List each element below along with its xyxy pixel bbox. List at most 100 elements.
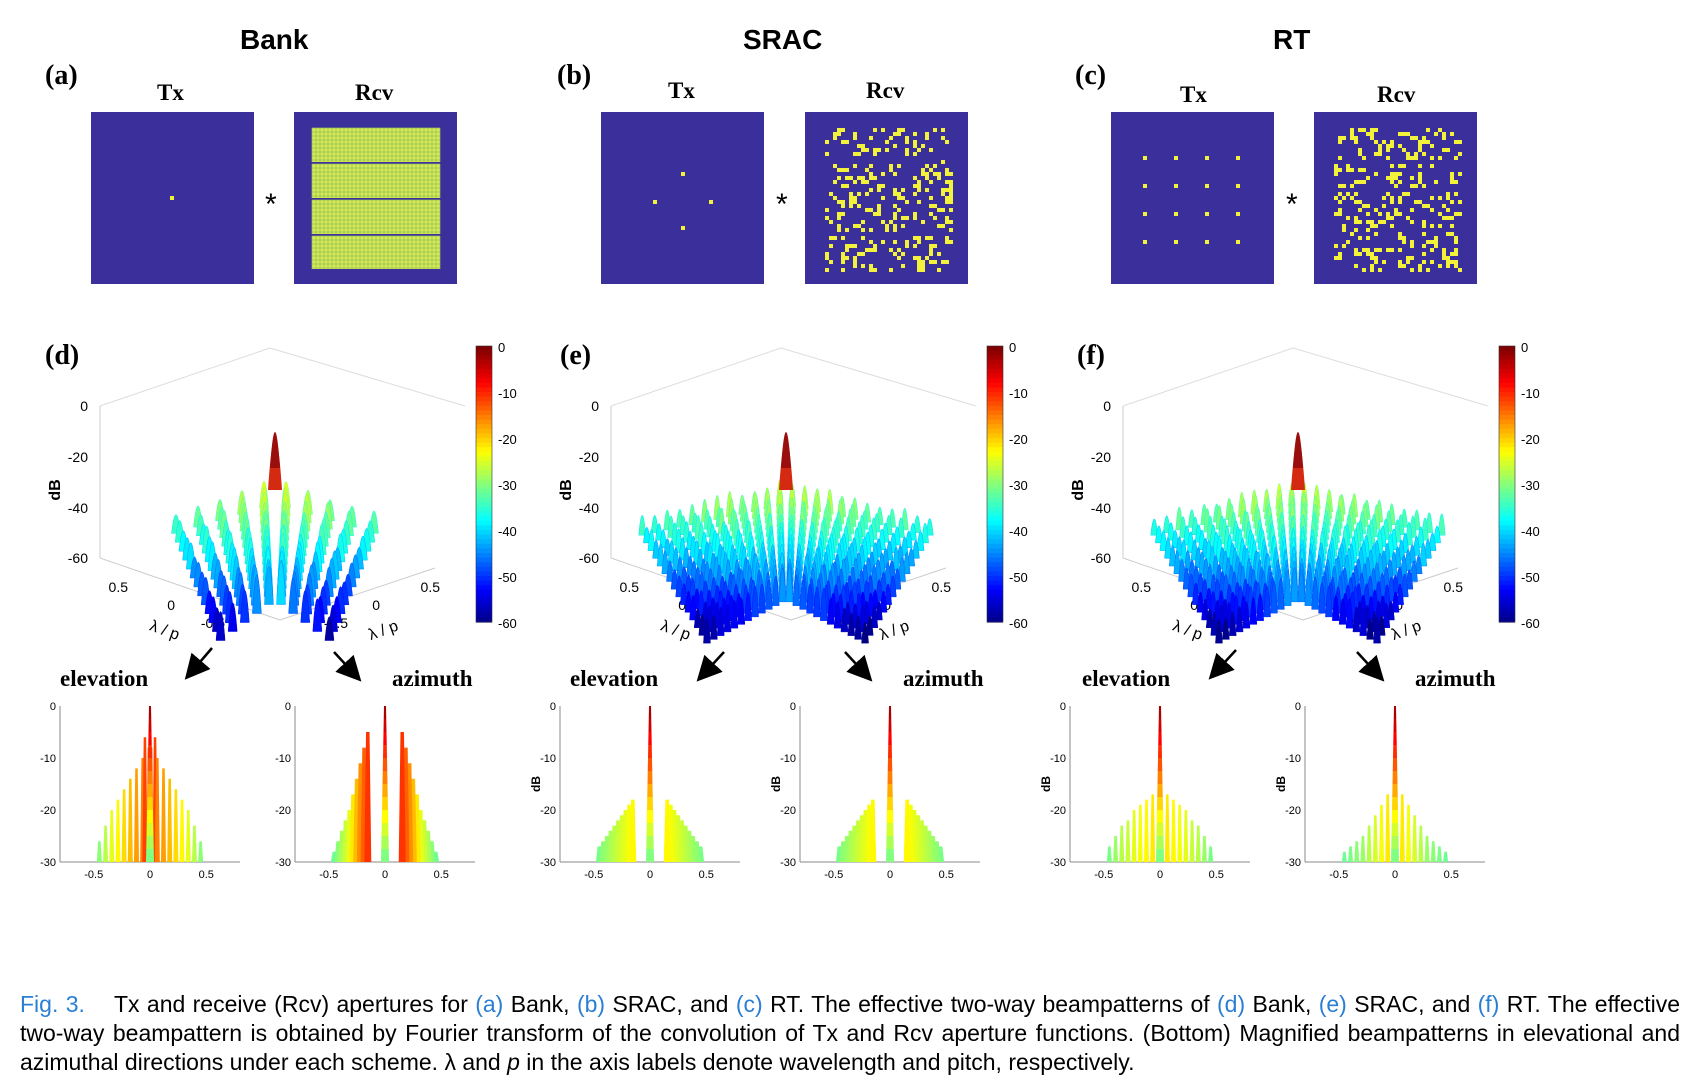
side-lobe [1195, 825, 1201, 862]
rcv-element [893, 188, 897, 192]
z-axis-label: dB [558, 479, 575, 500]
rcv-element [1358, 220, 1362, 224]
side-lobe [869, 799, 877, 862]
x-tick-label: 0.5 [1132, 579, 1152, 595]
caption-ref-e[interactable]: (e) [1318, 991, 1347, 1017]
caption-ref-c[interactable]: (c) [735, 991, 763, 1017]
rcv-element [853, 136, 857, 140]
caption-ref-a[interactable]: (a) [475, 991, 504, 1017]
convolution-symbol-rt: * [1286, 188, 1298, 221]
rcv-element [1354, 228, 1358, 232]
y-axis-label: dB [1039, 776, 1053, 792]
rcv-label-srac: Rcv [866, 78, 905, 103]
rcv-element [945, 220, 949, 224]
rcv-element [1438, 128, 1442, 132]
colorbar-frame [986, 345, 1004, 623]
colorbar-segment [1499, 576, 1515, 582]
colorbar-segment [476, 562, 492, 568]
main-lobe [147, 771, 153, 784]
main-lobe [1391, 810, 1399, 823]
surface-lobe [1318, 582, 1326, 614]
rcv-element [1342, 196, 1346, 200]
y-tick-label: 0 [550, 701, 556, 713]
rcv-element [1442, 148, 1446, 152]
rcv-element [1410, 244, 1414, 248]
colorbar-segment [1499, 497, 1515, 503]
rcv-element [1454, 264, 1458, 268]
colorbar-segment [987, 346, 1003, 352]
colorbar-segment [987, 608, 1003, 614]
colorbar-segment [476, 585, 492, 591]
rcv-element [873, 248, 877, 252]
rcv-element [833, 236, 837, 240]
tx-element [681, 226, 685, 230]
surface-lobe [710, 615, 718, 640]
rcv-element [849, 200, 853, 204]
x-tick-label: 0 [147, 869, 153, 881]
rcv-element [1438, 156, 1442, 160]
surface-lobe [1325, 585, 1333, 618]
rcv-element [1454, 260, 1458, 264]
rcv-element [1338, 136, 1342, 140]
main-lobe [887, 758, 893, 771]
rcv-element [1438, 212, 1442, 216]
panel-label-a: (a) [45, 60, 78, 91]
surface-lobe [264, 566, 274, 605]
rcv-element [1402, 264, 1406, 268]
rcv-element [861, 236, 865, 240]
main-lobe [148, 732, 152, 745]
caption-ref-f[interactable]: (f) [1477, 991, 1500, 1017]
rcv-element [1350, 128, 1354, 132]
figure-caption: Fig. 3. Tx and receive (Rcv) apertures f… [20, 990, 1680, 1077]
colorbar-tick-label: -40 [1009, 524, 1028, 539]
colorbar-segment [987, 497, 1003, 503]
rcv-element [825, 152, 829, 156]
rcv-element [873, 268, 877, 272]
rcv-element [1446, 256, 1450, 260]
rcv-element [1410, 208, 1414, 212]
colorbar-segment [987, 465, 1003, 471]
colorbar-tick-label: 0 [1521, 340, 1528, 355]
rcv-element [917, 260, 921, 264]
rcv-element [1358, 148, 1362, 152]
surface-lobe [751, 585, 759, 618]
colorbar-segment [1499, 530, 1515, 536]
azimuth-label-srac: azimuth [903, 666, 984, 691]
main-lobe [383, 745, 387, 758]
colorbar-segment [987, 419, 1003, 425]
main-lobe [1157, 784, 1163, 797]
surface-lobe [1410, 560, 1418, 582]
main-lobe-tip [1293, 432, 1303, 468]
rcv-element [833, 132, 837, 136]
y-tick-label: 0.5 [1444, 579, 1464, 595]
rcv-element [1382, 140, 1386, 144]
colorbar-tick-label: -30 [498, 478, 517, 493]
surface-lobe [1215, 619, 1223, 644]
caption-ref-b[interactable]: (b) [576, 991, 606, 1017]
rcv-element [881, 196, 885, 200]
colorbar-segment [1499, 507, 1515, 513]
colorbar-segment [476, 617, 492, 623]
panel-label-d: (d) [45, 340, 80, 371]
surface-lobe [1433, 525, 1441, 544]
rcv-element [945, 140, 949, 144]
y-axis-label: dB [1274, 776, 1288, 792]
rcv-element [1358, 168, 1362, 172]
main-lobe [381, 810, 389, 823]
colorbar-segment [1499, 392, 1515, 398]
rcv-element [841, 212, 845, 216]
rcv-element [1398, 180, 1402, 184]
colorbar-segment [476, 355, 492, 361]
caption-ref-d[interactable]: (d) [1217, 991, 1246, 1017]
rcv-element [829, 220, 833, 224]
rcv-element [945, 200, 949, 204]
rcv-element [841, 168, 845, 172]
main-lobe [648, 732, 652, 745]
rcv-element [873, 176, 877, 180]
rcv-element [893, 132, 897, 136]
rcv-element [1374, 260, 1378, 264]
rcv-element [837, 176, 841, 180]
x-tick-label: -0.5 [584, 869, 603, 881]
rcv-element [933, 244, 937, 248]
y-tick-label: -30 [540, 857, 556, 869]
